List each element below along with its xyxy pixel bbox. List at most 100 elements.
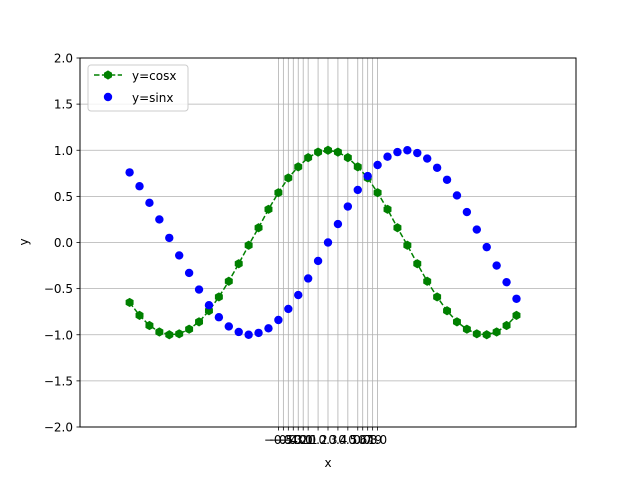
x-tick-label: 0.5 [338, 433, 357, 447]
x-tick-label: −0.2 [279, 433, 308, 447]
y-tick-label: 0.5 [54, 190, 73, 204]
sin-point [442, 175, 452, 184]
sin-point [452, 191, 462, 200]
y-tick-label: −1.0 [44, 328, 73, 342]
sin-point [502, 277, 511, 287]
cos-point [413, 259, 422, 269]
cos-point [403, 240, 412, 250]
cos-point [443, 306, 452, 316]
sin-point [194, 285, 204, 294]
y-tick-label: −1.5 [44, 374, 73, 388]
sin-point [244, 330, 253, 339]
sin-point [303, 274, 313, 283]
sin-point [492, 261, 501, 270]
cos-point [125, 297, 134, 308]
cos-point [512, 310, 521, 320]
sin-point [284, 304, 293, 314]
y-tick-label: −2.0 [44, 421, 73, 435]
sin-point [353, 185, 362, 195]
cos-point [423, 276, 432, 286]
x-tick-label: 0.2 [309, 433, 328, 447]
sin-point [413, 148, 422, 158]
cos-point [433, 292, 442, 302]
sin-point [254, 328, 263, 338]
cos-point [373, 188, 382, 198]
sin-point [135, 182, 144, 191]
sin-point [462, 207, 472, 217]
cos-point [214, 292, 223, 302]
cos-point [304, 153, 313, 163]
x-tick-label: −0.1 [284, 433, 313, 447]
plot-area [125, 145, 521, 340]
sin-point [125, 168, 134, 177]
legend-box [87, 64, 189, 112]
sin-point [204, 301, 214, 310]
sin-point [165, 233, 174, 243]
cos-point [353, 162, 362, 172]
cos-point [472, 329, 481, 339]
cos-point [393, 223, 402, 233]
x-tick-label: 0.8 [358, 433, 377, 447]
cos-point [224, 276, 233, 286]
legend-sin-marker [103, 92, 113, 102]
x-tick-label: 1.0 [368, 433, 387, 447]
x-tick-label: 0.4 [328, 433, 347, 447]
y-axis-ticks: −2.0 −1.5 −1.0 −0.5 0.0 0.5 1.0 1.5 2.0 [44, 52, 80, 435]
sin-point [423, 154, 432, 163]
series-cos [125, 145, 521, 340]
x-tick-label: 0.7 [353, 433, 372, 447]
sin-point [184, 268, 194, 278]
cos-point [145, 320, 154, 331]
sin-point [294, 290, 303, 300]
sin-point [155, 215, 164, 224]
cos-point [333, 147, 342, 157]
cos-point [175, 329, 184, 339]
x-tick-label: 0.6 [348, 433, 367, 447]
sin-point [512, 294, 521, 303]
sin-point [363, 171, 372, 181]
y-tick-label: 1.0 [54, 144, 73, 158]
cos-point [383, 204, 392, 214]
cos-point [452, 317, 461, 327]
x-tick-label: 0.3 [318, 433, 337, 447]
cos-point [502, 320, 511, 331]
sin-point [323, 238, 333, 247]
sin-point [383, 152, 392, 161]
sin-point [343, 202, 353, 211]
sin-point [264, 324, 273, 333]
y-tick-label: −0.5 [44, 282, 73, 296]
cos-point [492, 327, 501, 337]
cos-point [135, 310, 144, 320]
x-axis-label: x [324, 456, 331, 470]
x-tick-label: 0.0 [294, 433, 313, 447]
cos-point [343, 153, 352, 163]
legend-sin-label: y=sinx [132, 91, 173, 105]
x-axis-ticks: −0.5−0.4−0.3−0.2−0.10.00.10.20.30.40.50.… [264, 427, 387, 447]
sin-point [313, 256, 323, 266]
cos-point [234, 259, 243, 269]
y-tick-label: 0.0 [54, 236, 73, 250]
series-sin [125, 146, 521, 339]
x-tick-label: −0.5 [264, 433, 293, 447]
sin-point [333, 219, 343, 229]
sin-point [403, 146, 412, 155]
y-tick-label: 2.0 [54, 52, 73, 66]
sin-point [482, 242, 491, 252]
sin-point [145, 198, 154, 208]
sin-point [234, 327, 243, 337]
x-tick-label: −0.3 [274, 433, 303, 447]
cos-point [294, 162, 303, 172]
sin-point [274, 315, 283, 325]
legend-cos-marker [104, 70, 112, 80]
sin-point [432, 163, 442, 172]
legend: y=cosx y=sinx [87, 64, 189, 112]
cos-point [462, 324, 471, 334]
sin-point [472, 225, 481, 234]
sin-point [224, 322, 233, 331]
cos-point [314, 147, 323, 157]
cos-point [264, 204, 273, 214]
x-tick-label: 0.9 [363, 433, 382, 447]
cos-point [195, 317, 204, 327]
sin-point [393, 147, 402, 157]
